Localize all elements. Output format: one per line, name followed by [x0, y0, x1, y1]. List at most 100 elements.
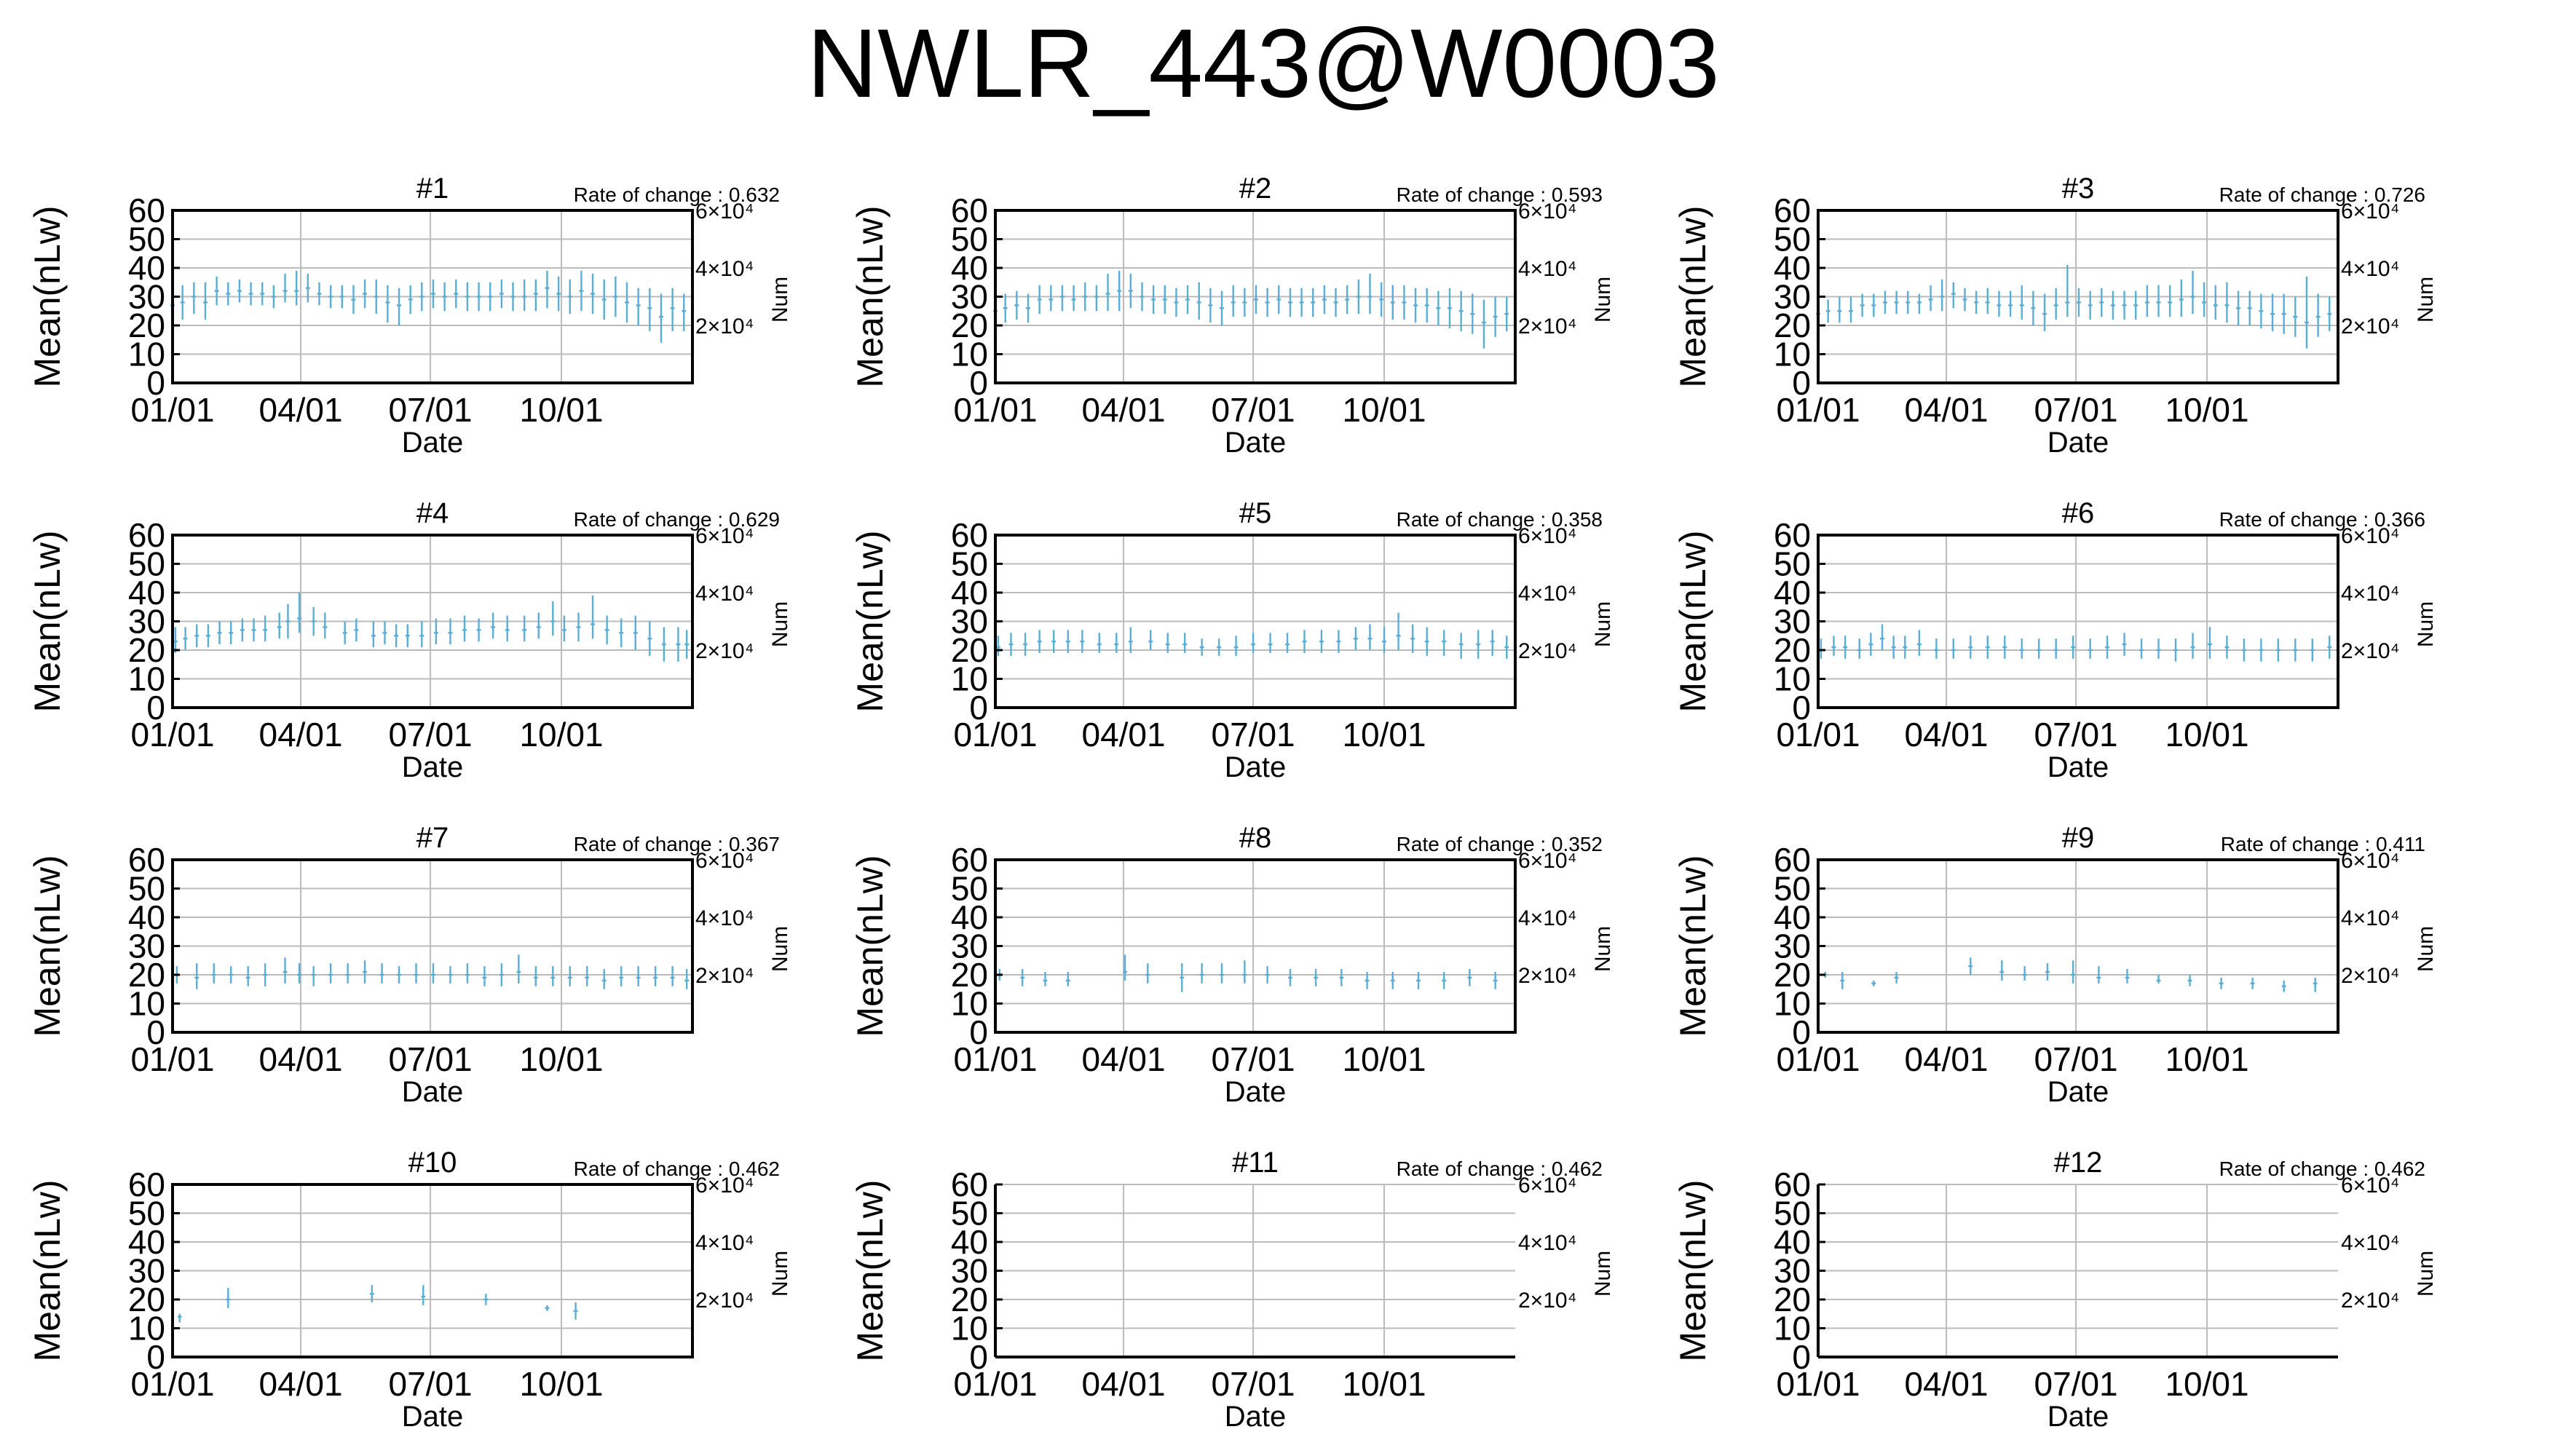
y-tick-label: 20: [128, 631, 165, 669]
y2-tick-label: 4×10⁴: [695, 1231, 754, 1255]
x-tick-label: 04/01: [1081, 391, 1165, 429]
y2-axis-label: Num: [768, 601, 792, 647]
y-tick-label: 60: [128, 841, 165, 879]
y-tick-label: 0: [969, 689, 988, 727]
y-tick-label: 50: [128, 1195, 165, 1233]
rate-of-change-annotation: Rate of change : 0.367: [574, 833, 780, 855]
x-tick-label: 04/01: [1904, 391, 1988, 429]
x-tick-label: 01/01: [130, 1040, 214, 1078]
y-tick-label: 0: [1792, 1013, 1811, 1051]
y-tick-label: 0: [1792, 1338, 1811, 1376]
y-tick-label: 60: [1774, 841, 1811, 879]
x-tick-label: 07/01: [2034, 716, 2118, 753]
y-tick-label: 40: [128, 1223, 165, 1261]
x-tick-label: 07/01: [1212, 1365, 1295, 1403]
y-tick-label: 40: [1774, 249, 1811, 287]
panel-title: #1: [416, 173, 449, 205]
x-tick-label: 01/01: [130, 716, 214, 753]
x-axis-label: Date: [2047, 1076, 2109, 1108]
panel-title: #3: [2062, 173, 2095, 205]
x-tick-label: 07/01: [389, 1040, 473, 1078]
y-tick-label: 30: [951, 278, 988, 316]
y-tick-label: 10: [128, 336, 165, 373]
x-tick-label: 04/01: [1081, 1365, 1165, 1403]
panel-title: #10: [408, 1147, 457, 1179]
y-tick-label: 60: [951, 1166, 988, 1203]
y2-tick-label: 6×10⁴: [695, 524, 754, 548]
y-tick-label: 0: [969, 364, 988, 402]
rate-of-change-annotation: Rate of change : 0.629: [574, 508, 780, 531]
y-tick-label: 20: [1774, 631, 1811, 669]
panel-title: #11: [1232, 1147, 1279, 1179]
x-axis-label: Date: [1225, 751, 1287, 783]
y-tick-label: 30: [951, 927, 988, 965]
y-axis-label: Mean(nLw): [850, 855, 891, 1037]
y-tick-label: 0: [146, 689, 165, 727]
panel-title: #5: [1239, 497, 1272, 529]
y2-axis-label: Num: [768, 277, 792, 323]
rate-of-change-annotation: Rate of change : 0.462: [2219, 1158, 2425, 1180]
x-tick-label: 07/01: [2034, 1365, 2118, 1403]
x-tick-label: 10/01: [2165, 716, 2248, 753]
y-axis-label: Mean(nLw): [850, 1179, 891, 1361]
y-tick-label: 0: [146, 1338, 165, 1376]
rate-of-change-annotation: Rate of change : 0.726: [2219, 183, 2425, 206]
x-tick-label: 07/01: [1212, 716, 1295, 753]
y-tick-label: 10: [951, 336, 988, 373]
rate-of-change-annotation: Rate of change : 0.411: [2221, 833, 2425, 855]
x-tick-label: 01/01: [1776, 1040, 1860, 1078]
y-tick-label: 20: [951, 1281, 988, 1318]
y-tick-label: 50: [1774, 221, 1811, 258]
y2-tick-label: 6×10⁴: [1518, 849, 1576, 873]
y-tick-label: 10: [128, 985, 165, 1023]
y-tick-label: 10: [1774, 660, 1811, 698]
x-axis-label: Date: [402, 1401, 464, 1433]
y-tick-label: 0: [1792, 689, 1811, 727]
y-axis-label: Mean(nLw): [1673, 1179, 1713, 1361]
y-tick-label: 10: [128, 1310, 165, 1348]
x-tick-label: 04/01: [1904, 1365, 1988, 1403]
panel-title: #12: [2054, 1147, 2103, 1179]
y-tick-label: 50: [951, 545, 988, 583]
y-tick-label: 0: [969, 1338, 988, 1376]
x-tick-label: 10/01: [1342, 391, 1426, 429]
y-tick-label: 10: [1774, 1310, 1811, 1348]
x-tick-label: 10/01: [519, 1040, 603, 1078]
x-tick-label: 07/01: [389, 1365, 473, 1403]
y2-axis-label: Num: [2414, 601, 2438, 647]
y2-tick-label: 2×10⁴: [695, 314, 754, 339]
x-tick-label: 04/01: [258, 391, 342, 429]
x-tick-label: 01/01: [1776, 391, 1860, 429]
y2-axis-label: Num: [768, 1251, 792, 1297]
x-tick-label: 01/01: [1776, 1365, 1860, 1403]
y-tick-label: 10: [1774, 336, 1811, 373]
y-tick-label: 40: [1774, 898, 1811, 936]
y-tick-label: 20: [951, 631, 988, 669]
y-tick-label: 10: [951, 660, 988, 698]
x-tick-label: 10/01: [1342, 1040, 1426, 1078]
panel-title: #7: [416, 822, 449, 854]
y2-tick-label: 6×10⁴: [1518, 199, 1576, 223]
y-tick-label: 60: [128, 1166, 165, 1203]
y2-tick-label: 6×10⁴: [695, 199, 754, 223]
y-tick-label: 0: [146, 364, 165, 402]
y-tick-label: 50: [951, 221, 988, 258]
x-axis-label: Date: [2047, 1401, 2109, 1433]
y2-tick-label: 4×10⁴: [1518, 582, 1576, 606]
y2-tick-label: 6×10⁴: [2341, 849, 2399, 873]
x-tick-label: 04/01: [1081, 1040, 1165, 1078]
panel-title: #4: [416, 497, 449, 529]
y2-tick-label: 2×10⁴: [2341, 1289, 2399, 1313]
x-tick-label: 01/01: [1776, 716, 1860, 753]
y2-tick-label: 4×10⁴: [1518, 906, 1576, 930]
y-tick-label: 20: [128, 306, 165, 344]
rate-of-change-annotation: Rate of change : 0.366: [2219, 508, 2425, 531]
rate-of-change-annotation: Rate of change : 0.462: [574, 1158, 780, 1180]
y-tick-label: 30: [1774, 278, 1811, 316]
x-axis-label: Date: [1225, 427, 1287, 459]
y-tick-label: 40: [1774, 1223, 1811, 1261]
